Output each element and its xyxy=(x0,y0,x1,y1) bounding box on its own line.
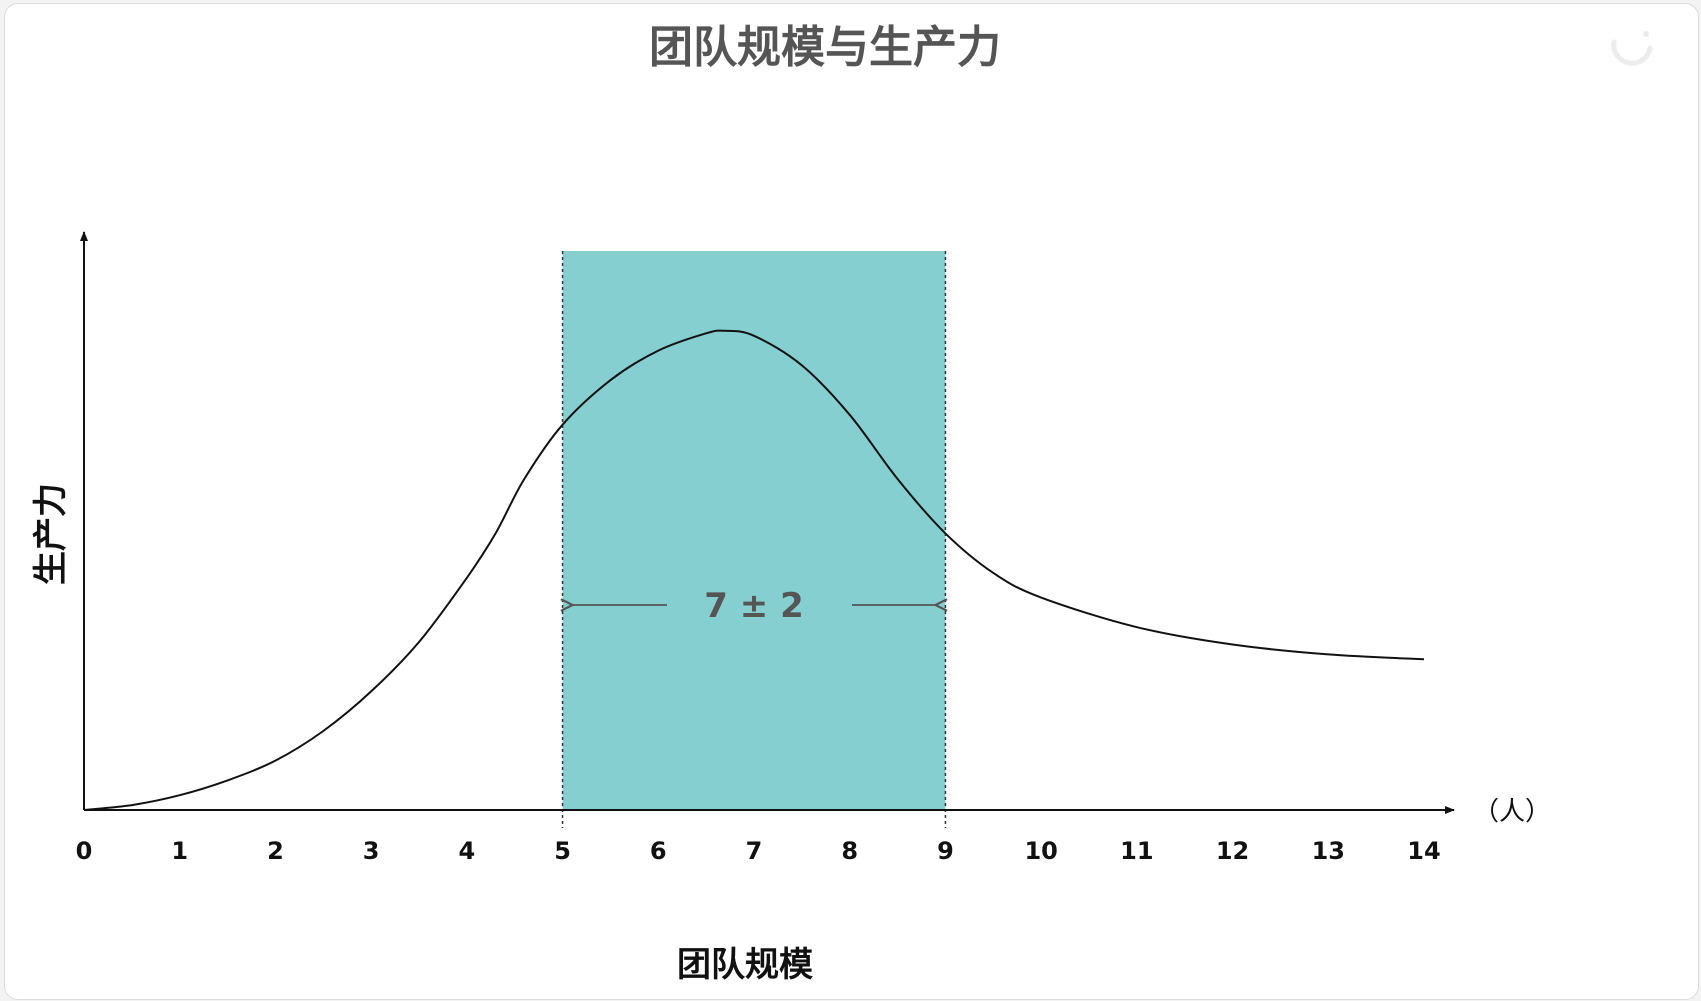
chart-canvas: 团队规模与生产力 7 ± 2 0 1 2 3 4 5 6 7 8 9 10 11 12 13 14 （人） … xyxy=(31,22,1551,985)
watermark-logo-icon xyxy=(1611,31,1653,66)
x-tick-label: 13 xyxy=(1312,837,1345,865)
x-tick-label: 2 xyxy=(267,837,284,865)
x-tick-label: 14 xyxy=(1407,837,1440,865)
productivity-curve xyxy=(83,329,1425,811)
chart-title: 团队规模与生产力 xyxy=(649,22,1001,73)
x-tick-label: 12 xyxy=(1216,837,1249,865)
highlight-band xyxy=(562,251,946,810)
band-label: 7 ± 2 xyxy=(704,586,803,626)
x-axis-title: 团队规模 xyxy=(677,945,813,985)
x-tick-label: 1 xyxy=(171,837,188,865)
x-tick-label: 11 xyxy=(1120,837,1153,865)
x-tick-labels: 0 1 2 3 4 5 6 7 8 9 10 11 12 13 14 xyxy=(76,837,1441,865)
chart-frame: 团队规模与生产力 7 ± 2 0 1 2 3 4 5 6 7 8 9 10 11 12 13 14 （人） … xyxy=(4,3,1699,1000)
x-axis-unit: （人） xyxy=(1473,797,1551,827)
x-tick-label: 10 xyxy=(1024,837,1057,865)
x-tick-label: 9 xyxy=(937,837,954,865)
y-axis-title: 生产力 xyxy=(31,483,71,585)
x-tick-label: 7 xyxy=(746,837,763,865)
x-tick-label: 3 xyxy=(363,837,380,865)
x-tick-label: 8 xyxy=(841,837,858,865)
x-tick-label: 4 xyxy=(459,837,476,865)
x-tick-label: 0 xyxy=(76,837,93,865)
x-tick-label: 6 xyxy=(650,837,667,865)
x-tick-label: 5 xyxy=(554,837,571,865)
